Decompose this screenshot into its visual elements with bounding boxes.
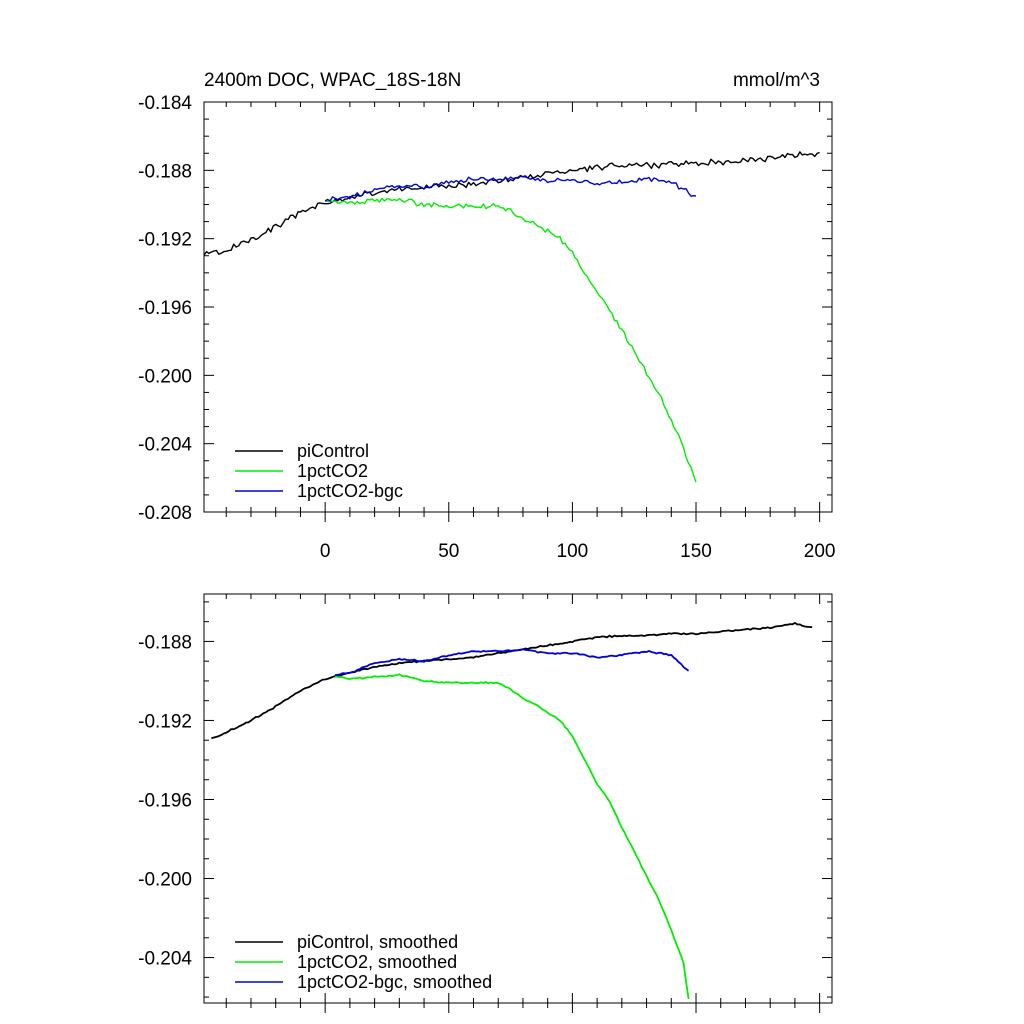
- y-tick-label: -0.200: [138, 870, 192, 891]
- series-line-picontrol: [204, 151, 820, 256]
- bottom-panel: -0.188 -0.192 -0.196 -0.200 -0.204 piControl,…: [138, 593, 833, 1013]
- series-line-1pctco2-bgc-smoothed: [334, 648, 690, 676]
- legend-label: piControl, smoothed: [297, 932, 458, 952]
- series-line-1pctco2: [325, 197, 697, 483]
- series-line-1pctco2-smoothed: [334, 673, 690, 1000]
- y-tick-label: -0.204: [138, 435, 192, 456]
- x-tick-label: 0: [320, 541, 331, 562]
- x-tick-label: 100: [557, 541, 589, 562]
- y-tick-label: -0.200: [138, 366, 192, 387]
- y-tick-label: -0.188: [138, 161, 192, 182]
- legend-label: 1pctCO2, smoothed: [297, 952, 457, 972]
- y-tick-label: -0.208: [138, 503, 192, 524]
- plot-frame: [203, 593, 833, 1004]
- legend-label: 1pctCO2: [297, 461, 368, 481]
- y-tick-label: -0.204: [138, 949, 192, 970]
- y-tick-label: -0.188: [138, 632, 192, 653]
- series-line-picontrol-smoothed: [211, 622, 813, 740]
- series-line-1pctco2-bgc: [324, 175, 697, 202]
- y-tick-label: -0.196: [138, 790, 192, 811]
- x-tick-label: 150: [680, 541, 712, 562]
- x-tick-label: 50: [438, 541, 459, 562]
- y-tick-label: -0.196: [138, 298, 192, 319]
- y-tick-label: -0.192: [138, 230, 192, 251]
- y-tick-label: -0.184: [138, 93, 192, 114]
- chart-units: mmol/m^3: [733, 70, 820, 91]
- y-tick-label: -0.192: [138, 711, 192, 732]
- legend-label: 1pctCO2-bgc, smoothed: [297, 972, 492, 992]
- legend-label: 1pctCO2-bgc: [297, 481, 403, 501]
- legend-label: piControl: [297, 441, 369, 461]
- x-tick-label: 200: [804, 541, 836, 562]
- top-panel: 2400m DOC, WPAC_18S-18N mmol/m^3 -0.184 -…: [138, 70, 835, 562]
- chart-title: 2400m DOC, WPAC_18S-18N: [204, 70, 461, 91]
